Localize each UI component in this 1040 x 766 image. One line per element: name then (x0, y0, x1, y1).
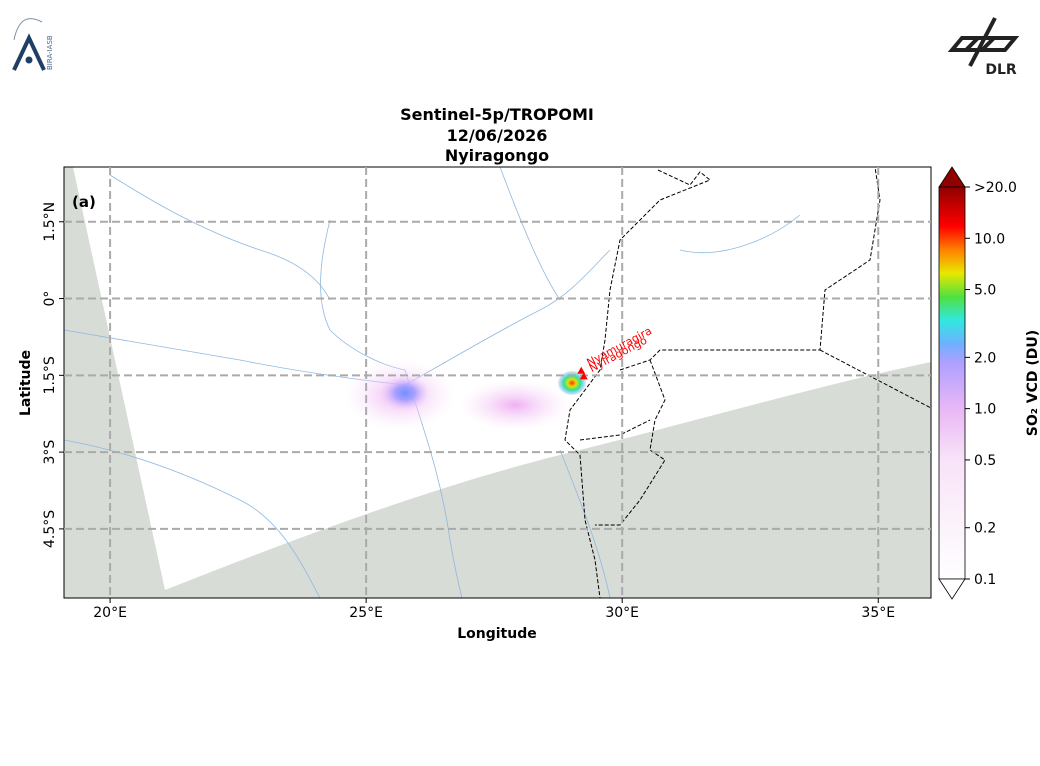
chart-title: Nyiragongo (445, 146, 549, 165)
y-tick-label: 1.5°S (42, 356, 58, 394)
colorbar-extend (938, 578, 966, 600)
x-tick-label: 20°E (93, 605, 127, 621)
panel-label: (a) (72, 193, 96, 211)
logo-left: BIRA-IASB (12, 18, 54, 71)
logo-right: DLR (947, 17, 1020, 78)
logo-text: DLR (985, 62, 1017, 78)
colorbar-tick-label: 2.0 (974, 350, 996, 366)
colorbar-tick-label: 5.0 (974, 283, 996, 299)
colorbar-extend (938, 166, 966, 188)
colorbar-tick-label: 1.0 (974, 402, 996, 418)
rivers (64, 167, 801, 598)
axes-frame (63, 166, 932, 599)
colorbar-tick-label: 0.2 (974, 521, 996, 537)
map-area (64, 167, 931, 598)
x-tick-label: 25°E (349, 605, 383, 621)
x-axis-label: Longitude (457, 626, 537, 642)
chart-title: Sentinel-5p/TROPOMI (400, 105, 594, 124)
volcano-marker (577, 366, 586, 374)
colorbar-tick-label: 0.5 (974, 453, 996, 469)
volcano-marker (579, 372, 588, 380)
colorbar (938, 186, 966, 580)
colorbar-tick-label: >20.0 (974, 180, 1017, 196)
colorbar-label: SO₂ VCD (DU) (1025, 330, 1040, 436)
x-tick-label: 35°E (861, 605, 895, 621)
so2-plume (345, 360, 586, 430)
borders (564, 167, 931, 598)
x-tick-label: 30°E (605, 605, 639, 621)
chart-title: 12/06/2026 (447, 126, 548, 145)
colorbar-tick-label: 10.0 (974, 231, 1005, 247)
y-tick-label: 3°S (42, 440, 58, 465)
y-tick-label: 0° (42, 291, 58, 307)
colorbar-tick-label: 0.1 (974, 572, 996, 588)
satellite-swath (73, 167, 931, 590)
logo-text: BIRA-IASB (46, 35, 54, 70)
y-tick-label: 1.5°N (42, 202, 58, 242)
y-tick-label: 4.5°S (42, 510, 58, 548)
y-axis-label: Latitude (18, 350, 34, 416)
